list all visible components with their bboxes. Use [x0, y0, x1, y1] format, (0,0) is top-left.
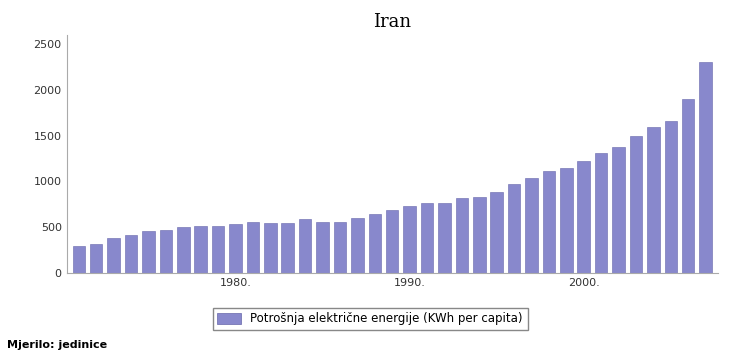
Bar	[665, 121, 677, 273]
Bar	[160, 230, 172, 273]
Bar	[229, 224, 242, 273]
Bar	[403, 206, 416, 273]
Bar	[386, 210, 398, 273]
Title: Iran: Iran	[373, 13, 411, 31]
Bar	[456, 198, 468, 273]
Bar	[595, 153, 608, 273]
Bar	[699, 62, 712, 273]
Bar	[90, 244, 102, 273]
Bar	[682, 99, 694, 273]
Bar	[508, 184, 520, 273]
Bar	[334, 222, 346, 273]
Bar	[281, 223, 294, 273]
Bar	[212, 226, 224, 273]
Bar	[107, 238, 120, 273]
Bar	[299, 218, 312, 273]
Bar	[577, 161, 590, 273]
Bar	[195, 226, 207, 273]
Legend: Potrošnja električne energije (KWh per capita): Potrošnja električne energije (KWh per c…	[212, 308, 528, 330]
Bar	[438, 203, 451, 273]
Bar	[473, 197, 485, 273]
Bar	[316, 222, 329, 273]
Bar	[542, 172, 555, 273]
Bar	[142, 231, 155, 273]
Bar	[647, 127, 659, 273]
Bar	[421, 203, 434, 273]
Bar	[177, 227, 189, 273]
Text: Mjerilo: jedinice: Mjerilo: jedinice	[7, 340, 107, 350]
Bar	[125, 235, 138, 273]
Bar	[612, 147, 625, 273]
Bar	[491, 191, 503, 273]
Bar	[369, 214, 381, 273]
Bar	[264, 223, 277, 273]
Bar	[73, 246, 85, 273]
Bar	[560, 168, 573, 273]
Bar	[351, 218, 363, 273]
Bar	[246, 222, 259, 273]
Bar	[630, 136, 642, 273]
Bar	[525, 178, 538, 273]
